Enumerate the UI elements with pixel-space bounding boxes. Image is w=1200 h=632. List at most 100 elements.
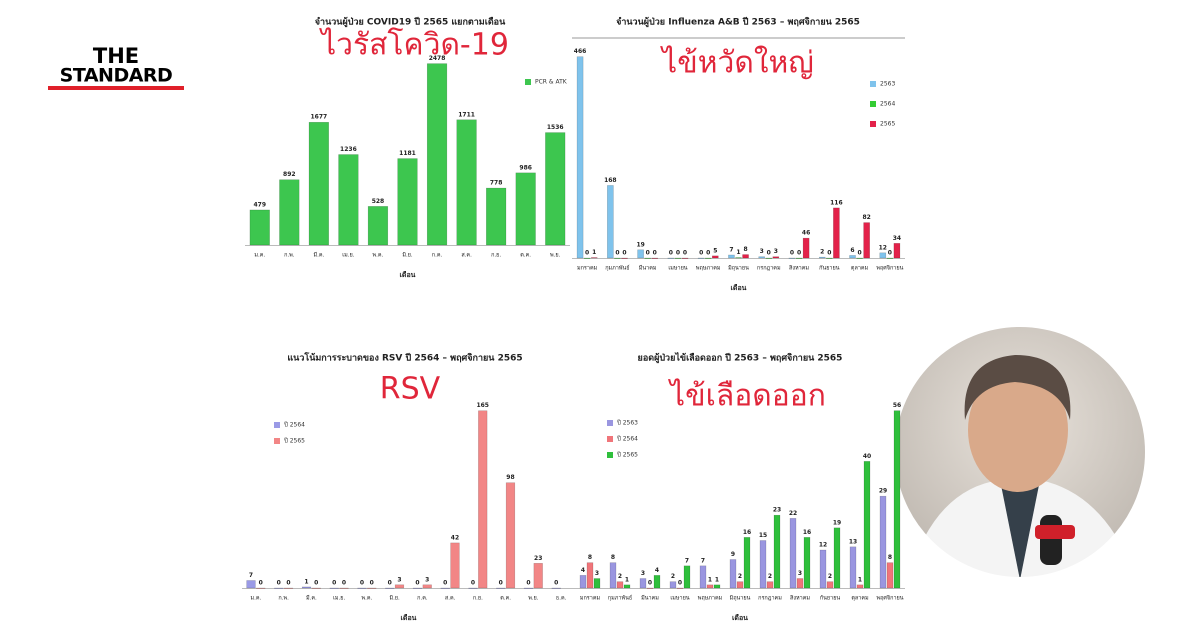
- legend-swatch: [274, 438, 280, 444]
- bar: [256, 587, 266, 589]
- bar: [736, 581, 744, 589]
- bar: [607, 185, 614, 259]
- legend-swatch: [870, 81, 876, 87]
- value-label: 19: [833, 519, 841, 526]
- legend-swatch: [274, 422, 280, 428]
- bar: [551, 587, 561, 589]
- value-label: 0: [286, 580, 290, 587]
- bar: [576, 56, 584, 259]
- bar: [394, 584, 405, 589]
- bar: [639, 578, 647, 589]
- value-label: 2: [618, 573, 622, 580]
- x-tick-label: กันยายน: [819, 265, 840, 272]
- bar: [651, 257, 659, 259]
- value-label: 0: [706, 250, 710, 257]
- bar: [713, 584, 721, 589]
- x-tick-label: มิถุนายน: [729, 595, 750, 602]
- value-label: 0: [669, 250, 673, 257]
- value-label: 3: [798, 570, 802, 577]
- x-tick-label: ก.ค.: [417, 596, 428, 602]
- bar: [683, 565, 691, 589]
- value-label: 1: [736, 249, 740, 256]
- value-label: 1: [715, 576, 719, 583]
- x-tick-label: กุมภาพันธ์: [608, 595, 632, 602]
- value-label: 3: [760, 248, 764, 255]
- value-label: 16: [743, 529, 751, 536]
- value-label: 16: [803, 529, 811, 536]
- value-label: 8: [588, 554, 592, 561]
- bar: [879, 495, 887, 589]
- portrait: [894, 326, 1146, 578]
- value-label: 2: [828, 573, 832, 580]
- legend-label: ปี 2563: [616, 419, 638, 427]
- x-tick-label: กันยายน: [820, 595, 841, 602]
- logo-line2: STANDARD: [60, 65, 173, 87]
- x-tick-label: ธ.ค.: [556, 595, 567, 602]
- x-tick-label: เม.ย.: [333, 596, 345, 602]
- x-tick-label: มกราคม: [577, 266, 598, 272]
- value-label: 0: [827, 250, 831, 257]
- value-label: 3: [595, 570, 599, 577]
- value-label: 0: [314, 580, 318, 587]
- legend-label: 2564: [880, 101, 895, 108]
- bar: [486, 187, 507, 246]
- x-tick-label: มิ.ย.: [402, 252, 413, 259]
- bar: [712, 255, 719, 259]
- value-label: 1711: [458, 111, 475, 118]
- value-label: 29: [879, 488, 887, 495]
- bar: [728, 254, 735, 259]
- value-label: 2: [738, 573, 742, 580]
- value-label: 42: [451, 534, 459, 541]
- value-label: 0: [888, 250, 892, 257]
- bar: [735, 257, 742, 259]
- value-label: 0: [443, 580, 447, 587]
- value-label: 4: [581, 567, 585, 574]
- value-label: 7: [729, 246, 733, 253]
- annotation: RSV: [380, 372, 441, 407]
- bar: [468, 587, 478, 589]
- value-label: 2478: [429, 55, 446, 62]
- bar: [385, 587, 395, 589]
- x-tick-label: มี.ค.: [306, 595, 317, 602]
- value-label: 0: [277, 580, 281, 587]
- value-label: 98: [506, 474, 514, 481]
- bar: [338, 154, 359, 246]
- bar: [367, 206, 389, 246]
- value-label: 40: [863, 453, 871, 460]
- bar: [772, 256, 780, 259]
- bar: [765, 257, 773, 259]
- value-label: 34: [893, 235, 901, 242]
- value-label: 892: [283, 171, 296, 178]
- value-label: 2: [671, 573, 675, 580]
- x-tick-label: ตุลาคม: [851, 596, 869, 602]
- bar: [609, 562, 617, 589]
- value-label: 0: [797, 250, 801, 257]
- value-label: 0: [653, 250, 657, 257]
- value-label: 165: [476, 402, 489, 409]
- legend-swatch: [870, 101, 876, 107]
- value-label: 19: [636, 241, 644, 248]
- bar: [505, 482, 516, 589]
- value-label: 56: [893, 402, 901, 409]
- x-tick-label: ตุลาคม: [851, 266, 869, 272]
- value-label: 0: [648, 580, 652, 587]
- annotation: ไข้เลือดออก: [668, 378, 826, 414]
- bar: [802, 237, 810, 259]
- bar: [311, 587, 321, 589]
- bar: [789, 518, 797, 589]
- bar: [456, 119, 477, 246]
- legend-swatch: [525, 79, 531, 85]
- value-label: 9: [731, 551, 735, 558]
- legend-label: 2563: [880, 81, 895, 88]
- value-label: 4: [655, 567, 659, 574]
- legend-label: 2565: [880, 121, 895, 128]
- bar: [773, 514, 781, 589]
- logo-underline: [48, 86, 184, 90]
- bar: [743, 537, 751, 589]
- value-label: 0: [646, 250, 650, 257]
- x-tick-label: เม.ย.: [342, 253, 354, 259]
- bar: [856, 584, 864, 589]
- bar: [646, 587, 654, 589]
- value-label: 7: [701, 557, 705, 564]
- value-label: 7: [249, 572, 253, 579]
